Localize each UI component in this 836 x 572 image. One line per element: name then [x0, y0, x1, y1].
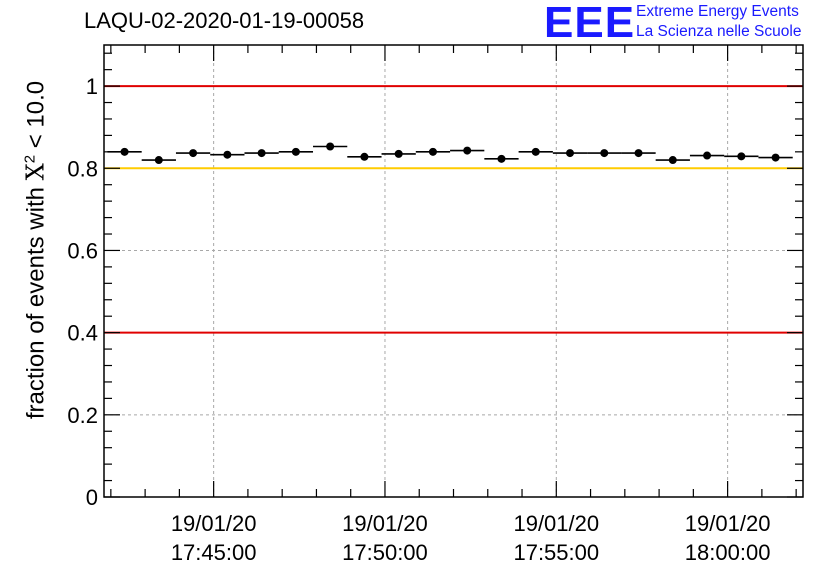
data-series — [107, 142, 793, 165]
data-point — [291, 147, 300, 156]
x-tick-label-time: 17:50:00 — [342, 540, 428, 565]
x-tick-label-date: 19/01/20 — [513, 511, 599, 536]
y-axis-label-suffix: < 10.0 — [22, 80, 50, 155]
data-point — [634, 149, 643, 158]
chi-symbol: X — [21, 163, 50, 181]
reference-lines — [104, 85, 803, 334]
data-point — [771, 153, 780, 162]
logo-line-1: Extreme Energy Events — [636, 3, 799, 20]
x-tick-label-time: 17:45:00 — [171, 540, 257, 565]
x-tick-labels: 19/01/20 17:45:00 19/01/20 17:50:00 19/01/20… — [171, 511, 771, 565]
data-point — [703, 151, 712, 160]
y-tick-label: 0.8 — [67, 156, 98, 181]
data-point — [463, 146, 472, 155]
data-point — [600, 149, 609, 158]
data-point — [531, 147, 540, 156]
plot-frame — [103, 44, 804, 498]
data-point — [668, 156, 677, 165]
grid-lines — [104, 45, 803, 497]
y-tick-label: 0.6 — [67, 238, 98, 263]
x-tick-label-date: 19/01/20 — [342, 511, 428, 536]
data-point — [257, 149, 266, 158]
x-tick-label-time: 18:00:00 — [685, 540, 771, 565]
y-tick-label: 0.2 — [67, 403, 98, 428]
data-point — [497, 154, 506, 163]
y-axis-label-exponent: 2 — [21, 154, 39, 164]
axes — [103, 44, 804, 498]
y-axis-label-prefix: fraction of events with — [22, 180, 50, 420]
data-point — [189, 149, 198, 158]
data-point — [566, 149, 574, 158]
data-point — [326, 142, 335, 151]
data-point — [154, 156, 163, 165]
y-axis-label: fraction of events with X2 < 10.0 — [22, 81, 51, 419]
data-point — [428, 147, 437, 156]
y-tick-labels: 0 0.2 0.4 0.6 0.8 1 — [67, 74, 98, 510]
y-tick-label: 1 — [86, 74, 98, 99]
data-point — [223, 150, 232, 159]
logo-line-2: La Scienza nelle Scuole — [636, 23, 802, 40]
data-point — [360, 152, 369, 161]
chart-title: LAQU-02-2020-01-19-00058 — [84, 8, 365, 33]
data-point — [394, 149, 403, 158]
data-point — [120, 147, 129, 156]
x-tick-label-time: 17:55:00 — [513, 540, 599, 565]
y-tick-label: 0 — [86, 485, 98, 510]
x-tick-label-date: 19/01/20 — [685, 511, 771, 536]
x-tick-label-date: 19/01/20 — [171, 511, 257, 536]
eee-logo: EEE — [544, 0, 636, 47]
y-tick-label: 0.4 — [67, 321, 98, 346]
data-point — [737, 152, 746, 161]
